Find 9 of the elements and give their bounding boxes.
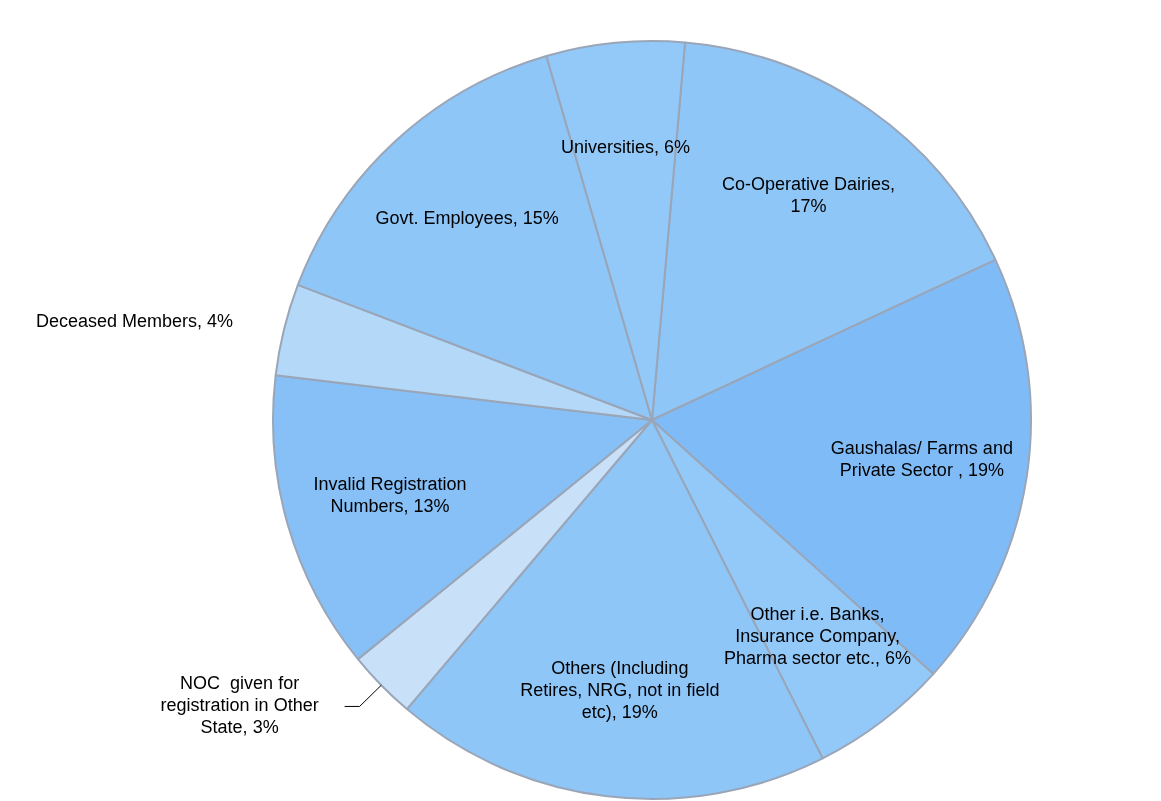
slice-label: Gaushalas/ Farms and Private Sector , 19% — [830, 438, 1013, 481]
slice-label: Universities, 6% — [560, 137, 690, 158]
slice-label: Co-Operative Dairies, 17% — [721, 174, 896, 217]
slice-label: Others (Including Retires, NRG, not in field etc), 19% — [520, 657, 720, 722]
slice-label: Invalid Registration Numbers, 13% — [313, 473, 467, 516]
slice-label: NOC given for registration in Other State, 3% — [160, 673, 319, 738]
slice-label: Other i.e. Banks, Insurance Company, Pharma sector etc., 6% — [724, 603, 912, 668]
slice-label: Govt. Employees, 15% — [375, 208, 559, 229]
slice-label: Deceased Members, 4% — [35, 311, 234, 332]
